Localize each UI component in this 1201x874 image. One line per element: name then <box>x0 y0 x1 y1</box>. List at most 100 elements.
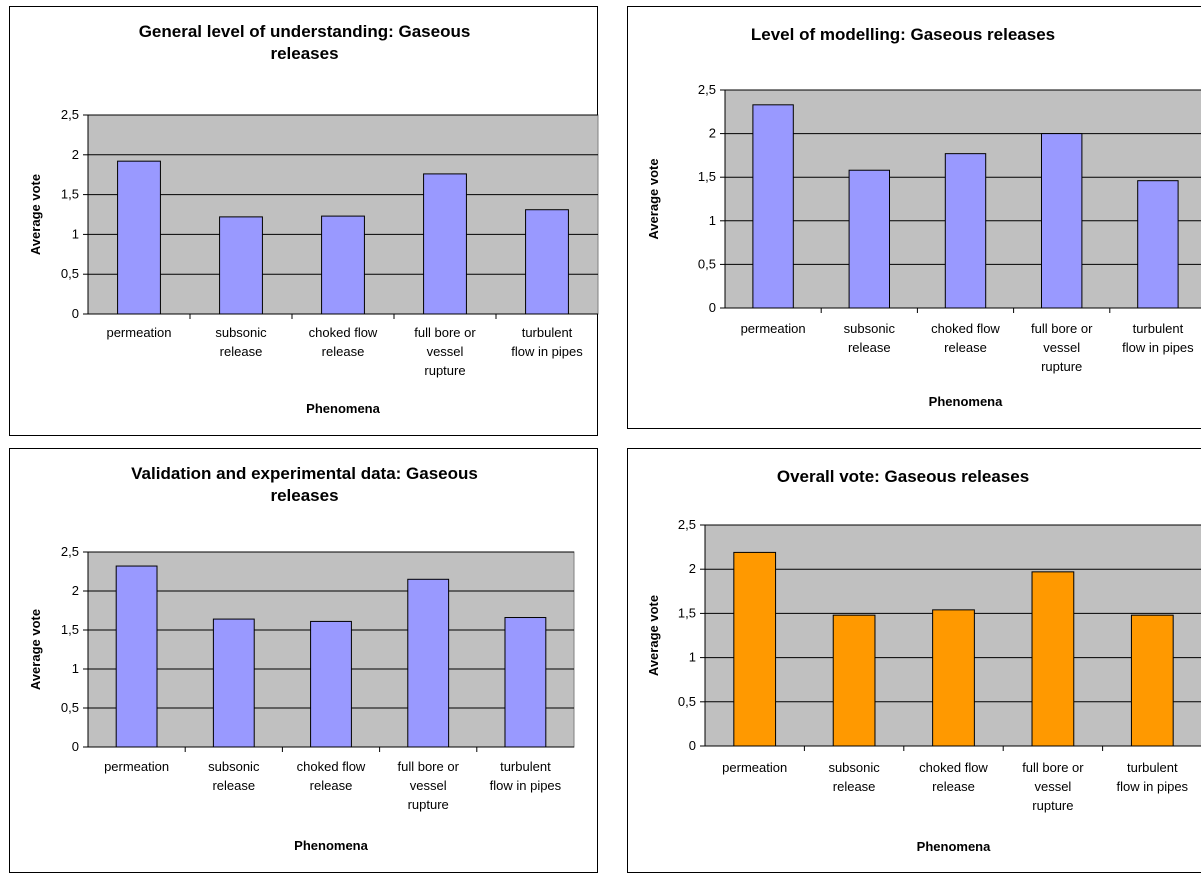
y-tick-label: 0,5 <box>698 256 716 271</box>
x-tick-label: full bore or <box>1022 760 1084 775</box>
bar <box>423 173 467 315</box>
y-tick-label: 2 <box>72 147 79 162</box>
y-tick-label: 1,5 <box>61 622 79 637</box>
bar <box>733 551 777 747</box>
y-tick-label: 2,5 <box>61 544 79 559</box>
bar <box>1031 571 1075 747</box>
chart-title-line: General level of understanding: Gaseous <box>139 22 471 41</box>
x-tick-label: vessel <box>427 344 464 359</box>
chart-panel-understanding: General level of understanding: Gaseous r… <box>9 6 599 436</box>
x-tick-label: rupture <box>1032 798 1073 813</box>
y-tick-label: 1,5 <box>698 169 716 184</box>
x-tick-label: flow in pipes <box>490 778 562 793</box>
chart-understanding: General level of understanding: Gaseous r… <box>28 22 599 416</box>
x-tick-label: permeation <box>104 759 169 774</box>
x-tick-label: full bore or <box>397 759 459 774</box>
chart-panel-modelling: Level of modelling: Gaseous releases 0 0,5… <box>627 6 1201 429</box>
x-tick-label: subsonic <box>828 760 880 775</box>
x-tick-label: release <box>310 778 353 793</box>
x-tick-label: vessel <box>1043 340 1080 355</box>
x-tick-label: rupture <box>408 797 449 812</box>
bar <box>219 216 263 315</box>
y-tick-label: 2,5 <box>698 82 716 97</box>
bar <box>944 153 987 309</box>
x-tick-label: subsonic <box>208 759 260 774</box>
x-tick-label: rupture <box>1041 359 1082 374</box>
bar <box>310 620 352 748</box>
y-tick-label: 1 <box>72 226 79 241</box>
x-tick-label: release <box>932 779 975 794</box>
x-tick-label: choked flow <box>297 759 366 774</box>
chart-title-line: Level of modelling: Gaseous releases <box>751 25 1055 44</box>
x-tick-label: flow in pipes <box>511 344 583 359</box>
chart-title-line: Validation and experimental data: Gaseou… <box>131 464 478 483</box>
chart-modelling: Level of modelling: Gaseous releases 0 0,5… <box>646 25 1201 409</box>
x-tick-label: turbulent <box>522 325 573 340</box>
x-tick-label: release <box>944 340 987 355</box>
chart-title-line: releases <box>270 486 338 505</box>
x-tick-label: choked flow <box>931 321 1000 336</box>
x-tick-label: subsonic <box>215 325 267 340</box>
bar <box>1130 614 1174 747</box>
x-tick-label: release <box>322 344 365 359</box>
x-tick-label: rupture <box>424 363 465 378</box>
bar <box>752 104 794 309</box>
x-axis-title: Phenomena <box>917 839 991 854</box>
y-tick-label: 0,5 <box>61 266 79 281</box>
x-tick-label: permeation <box>106 325 171 340</box>
bar <box>932 609 975 747</box>
x-tick-label: full bore or <box>1031 321 1093 336</box>
bar <box>504 617 547 748</box>
chart-overall: Overall vote: Gaseous releases 0 0,5 1 1,5 2 2… <box>646 467 1201 854</box>
bar <box>525 209 569 315</box>
y-axis-title: Average vote <box>28 609 43 690</box>
x-tick-label: vessel <box>410 778 447 793</box>
x-tick-label: turbulent <box>500 759 551 774</box>
bar <box>212 618 255 748</box>
x-tick-label: turbulent <box>1133 321 1184 336</box>
x-tick-label: choked flow <box>309 325 378 340</box>
x-tick-label: choked flow <box>919 760 988 775</box>
chart-panel-overall: Overall vote: Gaseous releases 0 0,5 1 1,5 2 2… <box>627 448 1201 873</box>
x-tick-label: permeation <box>722 760 787 775</box>
y-tick-label: 1,5 <box>61 187 79 202</box>
bar <box>848 169 891 309</box>
y-tick-label: 0,5 <box>678 694 696 709</box>
y-tick-label: 0 <box>72 306 79 321</box>
y-tick-label: 0,5 <box>61 700 79 715</box>
y-tick-label: 2 <box>709 126 716 141</box>
x-tick-label: release <box>220 344 263 359</box>
y-tick-label: 2 <box>689 561 696 576</box>
x-tick-label: release <box>833 779 876 794</box>
bar <box>1040 133 1083 309</box>
y-axis-title: Average vote <box>646 158 661 239</box>
y-tick-label: 2,5 <box>61 107 79 122</box>
bar <box>1137 180 1179 309</box>
y-tick-label: 0 <box>72 739 79 754</box>
x-tick-label: flow in pipes <box>1117 779 1189 794</box>
y-tick-label: 0 <box>709 300 716 315</box>
x-tick-label: vessel <box>1034 779 1071 794</box>
chart-title-line: Overall vote: Gaseous releases <box>777 467 1029 486</box>
chart-title-line: releases <box>270 44 338 63</box>
bar <box>407 578 450 748</box>
bar <box>321 215 365 315</box>
x-tick-label: turbulent <box>1127 760 1178 775</box>
x-tick-label: permeation <box>741 321 806 336</box>
y-tick-label: 1,5 <box>678 605 696 620</box>
y-tick-label: 2,5 <box>678 517 696 532</box>
x-tick-label: flow in pipes <box>1122 340 1194 355</box>
bar <box>115 565 158 748</box>
x-axis-title: Phenomena <box>929 394 1003 409</box>
x-axis-title: Phenomena <box>306 401 380 416</box>
y-tick-label: 1 <box>709 213 716 228</box>
x-tick-label: subsonic <box>844 321 896 336</box>
bar <box>832 614 876 747</box>
y-tick-label: 0 <box>689 738 696 753</box>
y-tick-label: 1 <box>689 650 696 665</box>
chart-panel-validation: Validation and experimental data: Gaseou… <box>9 448 598 873</box>
bar <box>117 160 161 315</box>
y-tick-label: 2 <box>72 583 79 598</box>
y-axis-title: Average vote <box>646 595 661 676</box>
y-tick-label: 1 <box>72 661 79 676</box>
